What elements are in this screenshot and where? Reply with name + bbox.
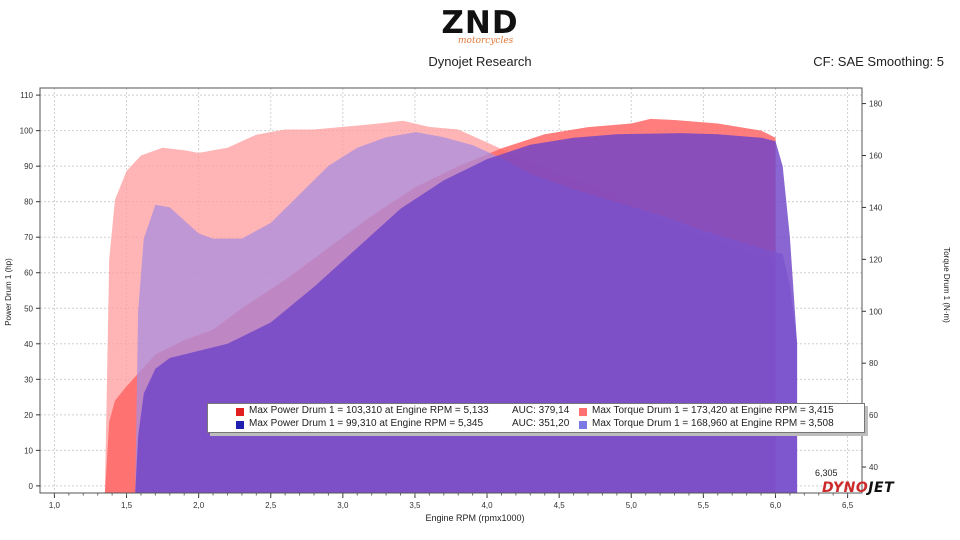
y2-tick-label: 140 — [869, 203, 883, 212]
x-tick-label: 4,0 — [481, 501, 493, 510]
axes: 1,0 1,5 2,0 2,5 3,0 3,5 4,0 4,5 5,0 5,5 6,0 6,5 0 10 2… — [20, 87, 883, 510]
correction-factor-label: CF: SAE Smoothing: 5 — [813, 54, 944, 69]
y-tick-label: 60 — [24, 269, 33, 278]
y2-tick-label: 120 — [869, 255, 883, 264]
y2-tick-label: 180 — [869, 100, 883, 109]
legend-power-run2: Max Power Drum 1 = 99,310 at Engine RPM … — [249, 418, 484, 429]
legend-row-run2: Max Power Drum 1 = 99,310 at Engine RPM … — [208, 418, 864, 432]
brand-part2: JET — [868, 480, 895, 496]
y-axis-label: Power Drum 1 (hp) — [4, 258, 13, 326]
x-tick-label: 1,5 — [121, 501, 133, 510]
legend-swatch-power-run1 — [236, 408, 244, 416]
y-tick-label: 10 — [24, 446, 33, 455]
chart-subtitle: Dynojet Research — [428, 54, 532, 69]
y2-tick-label: 100 — [869, 307, 883, 316]
y-tick-label: 80 — [24, 198, 33, 207]
legend-power-run1: Max Power Drum 1 = 103,310 at Engine RPM… — [249, 405, 489, 416]
y-tick-label: 70 — [24, 233, 33, 242]
legend-swatch-torque-run2 — [579, 421, 587, 429]
y-tick-label: 40 — [24, 340, 33, 349]
brand-part1: DYNO — [822, 480, 869, 496]
legend-auc-run1: AUC: 379,14 — [512, 405, 570, 416]
y-tick-label: 110 — [20, 91, 33, 100]
x-tick-label: 3,0 — [337, 501, 349, 510]
x-tick-label: 2,5 — [265, 501, 277, 510]
legend: Max Power Drum 1 = 103,310 at Engine RPM… — [207, 403, 865, 433]
legend-torque-run2: Max Torque Drum 1 = 168,960 at Engine RP… — [592, 418, 834, 429]
series-layer — [104, 118, 798, 494]
legend-swatch-torque-run1 — [579, 408, 587, 416]
x-tick-label: 1,0 — [49, 501, 61, 510]
y-tick-label: 50 — [24, 304, 33, 313]
logo-sub-text: motorcycles — [458, 36, 514, 46]
dynojet-logo: DYNOJET — [822, 480, 894, 496]
y2-tick-label: 40 — [869, 463, 878, 472]
y2-axis-label: Torque Drum 1 (N·m) — [942, 247, 951, 323]
y-tick-label: 0 — [29, 482, 34, 491]
x-tick-label: 2,0 — [193, 501, 205, 510]
logo-main-text: ZND — [441, 5, 519, 41]
x-tick-label: 4,5 — [554, 501, 566, 510]
logo: ZND motorcycles — [430, 6, 530, 50]
x-tick-label: 3,5 — [409, 501, 421, 510]
y-tick-label: 30 — [24, 375, 33, 384]
x-tick-label: 6,0 — [770, 501, 782, 510]
y2-tick-label: 60 — [869, 411, 878, 420]
y2-tick-label: 80 — [869, 359, 878, 368]
plot-frame — [39, 87, 863, 494]
x-tick-label: 5,0 — [626, 501, 638, 510]
rpm-marker-label: 6,305 — [815, 468, 838, 478]
x-axis-label: Engine RPM (rpmx1000) — [425, 513, 524, 523]
legend-swatch-power-run2 — [236, 421, 244, 429]
x-tick-label: 6,5 — [842, 501, 854, 510]
legend-row-run1: Max Power Drum 1 = 103,310 at Engine RPM… — [208, 405, 864, 419]
x-tick-label: 5,5 — [698, 501, 710, 510]
legend-auc-run2: AUC: 351,20 — [512, 418, 570, 429]
legend-torque-run1: Max Torque Drum 1 = 173,420 at Engine RP… — [592, 405, 834, 416]
y-tick-label: 20 — [24, 411, 33, 420]
y2-tick-label: 160 — [869, 152, 883, 161]
y-tick-label: 100 — [20, 127, 34, 136]
y-tick-label: 90 — [24, 162, 33, 171]
